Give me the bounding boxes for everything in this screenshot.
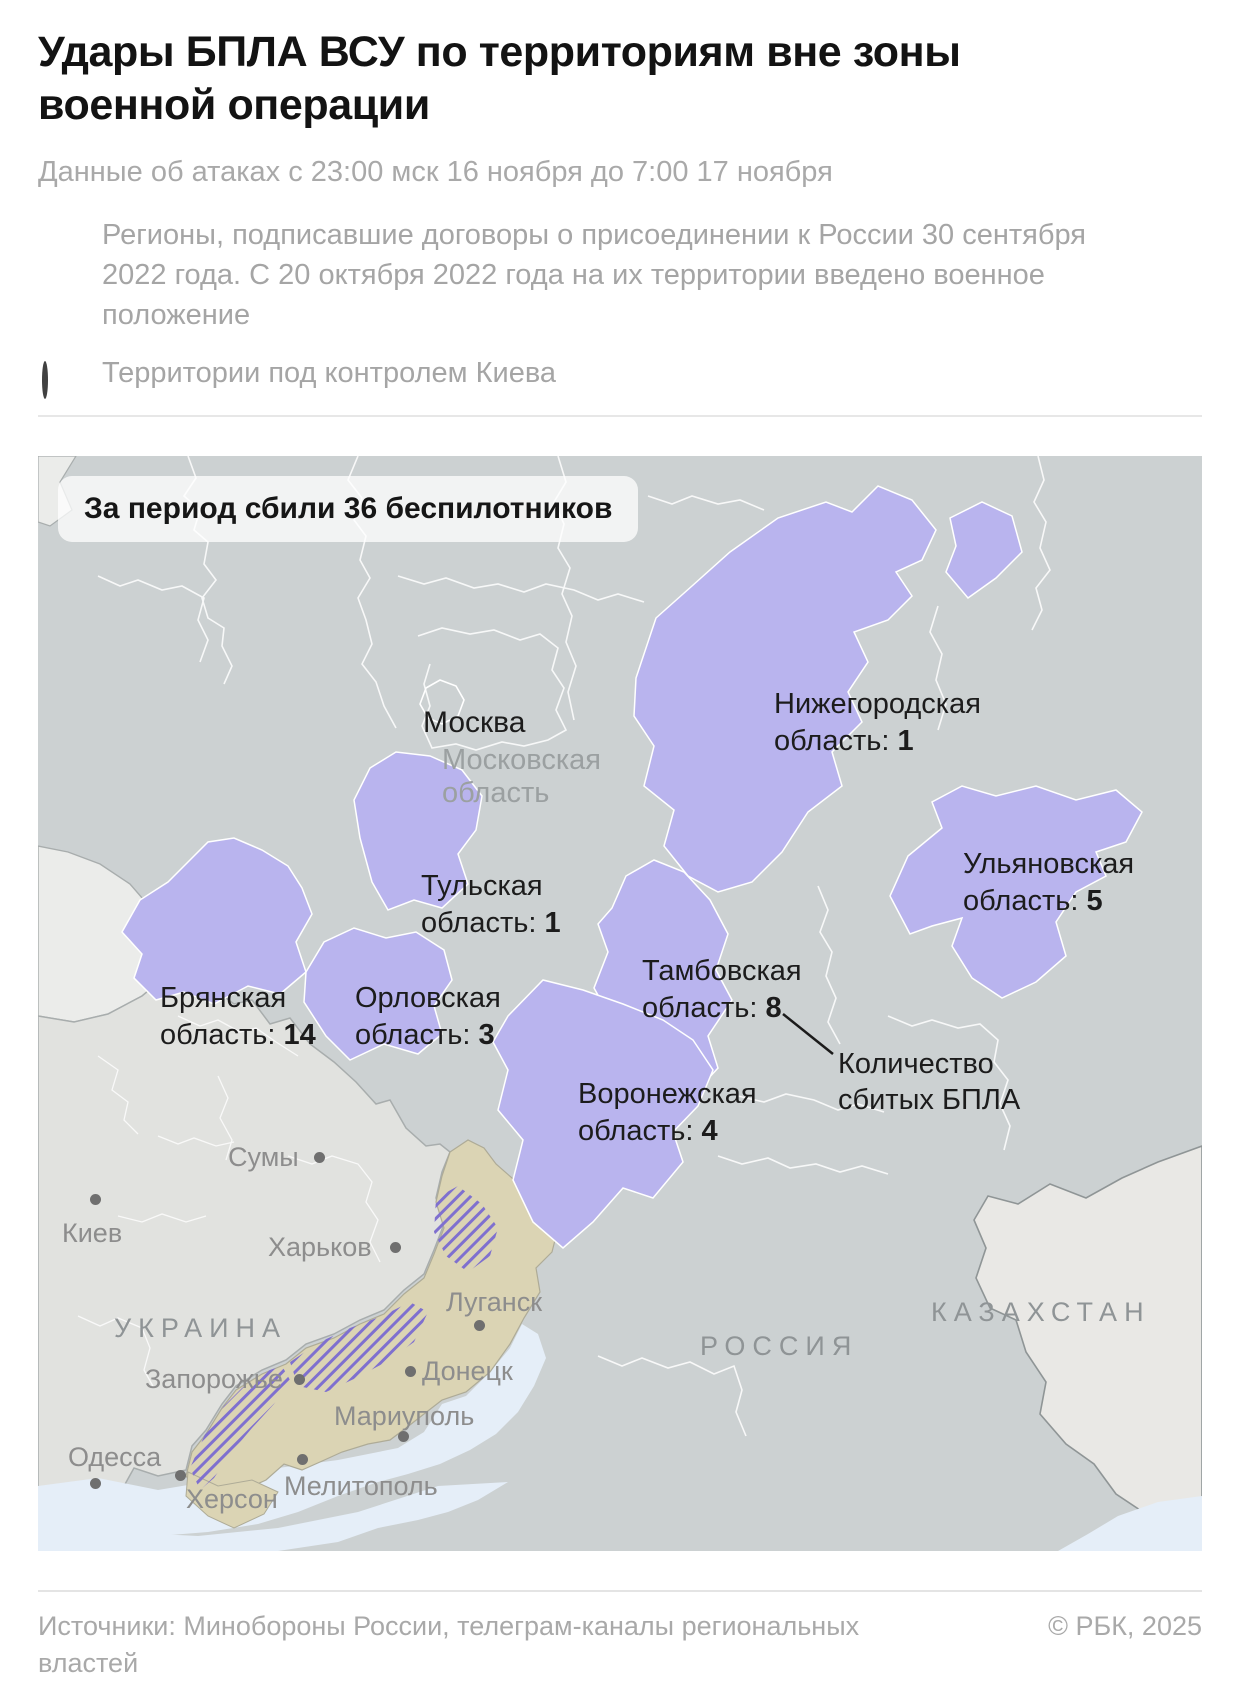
struck-regions [121,485,1143,1249]
region-label-nizhegorodskaya: Нижегородская область: 1 [774,688,981,757]
city-dot-donetsk [405,1366,416,1377]
kyiv-hatch-icon [42,361,48,399]
sources-text: Источники: Минобороны России, телеграм-к… [38,1611,860,1678]
city-label-melitopol: Мелитополь [284,1471,438,1501]
map-canvas: За период сбили 36 беспилотников Нижегор… [38,456,1202,1551]
copyright-text: © РБК, 2025 [1048,1611,1202,1641]
subtitle: Данные об атаках с 23:00 мск 16 ноября д… [38,156,833,188]
page-title: Удары БПЛА ВСУ по территориям вне зоны в… [38,28,961,129]
region-voronezh [492,979,714,1249]
city-label-kherson: Херсон [186,1484,278,1514]
region-ulyanovsk [889,785,1143,999]
crimea-land [185,1471,279,1529]
region-label-orlovskaya: Орловская область: 3 [355,982,501,1051]
region-label-tambovskaya: Тамбовская область: 8 [642,955,802,1024]
city-label-luhansk: Луганск [446,1287,543,1317]
region-label-ulyanovskaya: Ульяновская область: 5 [963,848,1135,917]
kazakhstan-land [973,1145,1202,1525]
moscow-region-label: Московская область [442,744,601,809]
moscow-city-outline [419,679,465,725]
city-dot-luhansk [474,1320,485,1331]
count-tulskaya: 1 [544,907,561,939]
region-label-bryanskaya: Брянская область: 14 [160,982,316,1051]
callout-line [782,1013,834,1055]
city-label-zaporozhye: Запорожье [145,1364,283,1394]
black-sea-water [38,1324,546,1536]
city-label-kyiv: Киев [62,1218,123,1248]
count-bryanskaya: 14 [283,1019,316,1051]
ukraine-internal-borders [77,1015,381,1389]
count-ulyanovskaya: 5 [1086,885,1103,917]
city-label-donetsk: Донецк [422,1356,513,1386]
country-label-russia: РОССИЯ [700,1331,859,1361]
city-label-mariupol: Мариуполь [334,1401,475,1431]
region-oryol [303,927,453,1061]
legend-kyiv-label: Территории под контролем Киева [102,357,557,389]
city-label-kharkiv: Харьков [268,1232,372,1262]
city-dot-melitopol [297,1454,308,1465]
city-dot-kharkiv [390,1242,401,1253]
footer: Источники: Минобороны России, телеграм-к… [38,1590,1202,1682]
city-dot-sumy [314,1152,325,1163]
region-nizhny [633,485,937,893]
header-separator [38,415,1202,417]
caspian-water [1058,1496,1202,1551]
region-label-tulskaya: Тульская область: 1 [421,870,561,939]
region-nizhny-east [945,501,1023,600]
map-svg [38,456,1202,1551]
city-dot-kherson [175,1470,186,1481]
city-dot-odessa [90,1478,101,1489]
region-bryansk [121,837,313,1005]
city-dot-zaporozhye [294,1374,305,1385]
count-voronezhskaya: 4 [701,1115,718,1147]
legend-annexed-label: Регионы, подписавшие договоры о присоеди… [102,219,1086,331]
city-dot-kyiv [90,1194,101,1205]
header: Удары БПЛА ВСУ по территориям вне зоны в… [38,26,1202,418]
count-tambovskaya: 8 [765,992,782,1024]
count-nizhegorodskaya: 1 [897,725,914,757]
region-label-voronezhskaya: Воронежская область: 4 [578,1078,757,1147]
count-orlovskaya: 3 [478,1019,495,1051]
city-dot-mariupol [398,1431,409,1442]
sea-south-water [38,1482,508,1551]
region-tula [353,751,483,911]
legend-item-annexed: Регионы, подписавшие договоры о присоеди… [38,215,1202,335]
kyiv-controlled-hatch [190,1186,498,1490]
country-label-ukraine: УКРАИНА [114,1313,288,1343]
city-label-odessa: Одесса [68,1442,162,1472]
legend-item-kyiv-control: Территории под контролем Киева [38,353,1202,400]
country-label-kazakhstan: КАЗАХСТАН [931,1297,1151,1327]
total-downed-badge: За период сбили 36 беспилотников [58,476,639,542]
callout-label: Количество сбитых БПЛА [838,1048,1021,1116]
moscow-city-label: Москва [423,706,526,739]
city-label-sumy: Сумы [228,1142,299,1172]
